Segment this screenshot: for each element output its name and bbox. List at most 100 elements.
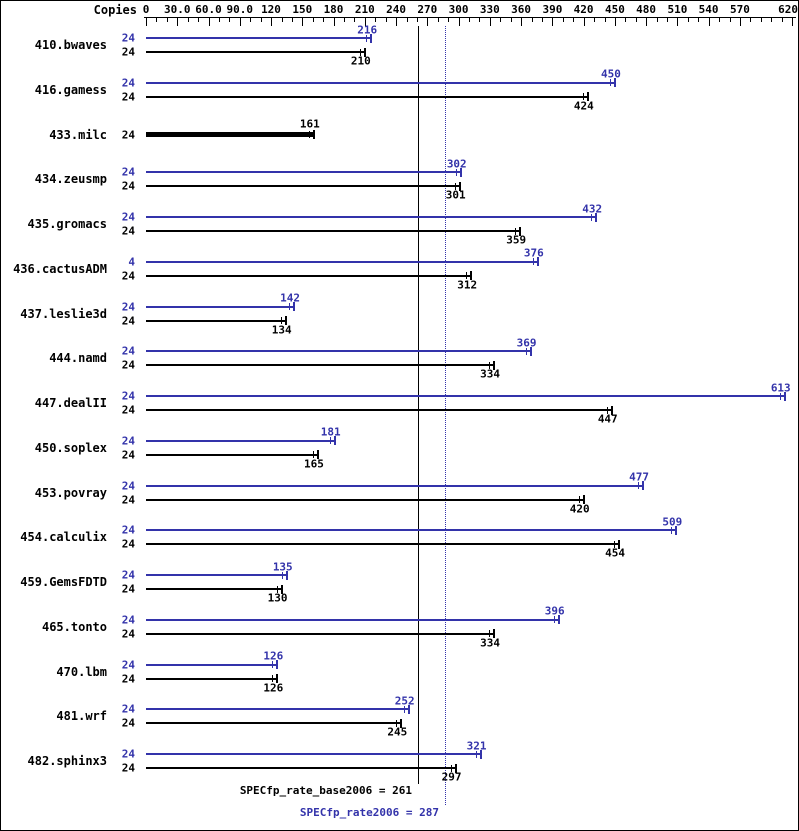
- axis-minor-tick: [667, 18, 668, 22]
- axis-major-tick: [614, 18, 616, 26]
- axis-minor-tick: [437, 18, 439, 22]
- copies-label: 24: [121, 537, 135, 551]
- axis-minor-tick: [156, 18, 158, 22]
- axis-minor-tick: [531, 18, 533, 22]
- bar-run-tick: [779, 392, 781, 400]
- axis-minor-tick: [573, 18, 575, 22]
- axis-tick-label: 90.0: [226, 3, 254, 16]
- axis-minor-tick: [604, 18, 606, 22]
- copies-label: 24: [121, 716, 135, 730]
- axis-minor-tick: [750, 18, 752, 22]
- copies-label: 24: [121, 627, 135, 641]
- bar-value-label: 376: [523, 246, 544, 260]
- base-bar: [146, 722, 402, 725]
- base-bar: [146, 319, 286, 322]
- base-mean-label: SPECfp_rate_base2006 = 261: [239, 784, 412, 797]
- bar-value-label: 126: [263, 649, 284, 663]
- axis-minor-tick: [187, 18, 189, 22]
- bar-value-label: 161: [299, 117, 320, 130]
- peak-bar: [146, 753, 481, 755]
- axis-tick-label: 300: [448, 3, 469, 16]
- bar-end-cap: [595, 212, 598, 222]
- bar-value-label: 210: [350, 54, 371, 68]
- benchmark-label: 450.soplex: [34, 440, 107, 455]
- copies-label: 24: [121, 45, 135, 59]
- axis-tick-label: 570: [729, 3, 750, 16]
- base-bar: [146, 767, 456, 769]
- bar-value-label: 302: [446, 157, 467, 171]
- bar-end-cap: [276, 660, 279, 669]
- bar-end-cap: [276, 674, 279, 683]
- benchmark-label: 459.GemsFDTD: [20, 575, 107, 589]
- base-bar: [146, 632, 494, 635]
- axis-tick-label: 120: [261, 3, 281, 16]
- bar-value-label: 432: [582, 202, 603, 215]
- bar-run-tick: [489, 361, 490, 369]
- benchmark-label: 410.bwaves: [34, 38, 107, 52]
- copies-label: 24: [121, 479, 135, 492]
- benchmark-label: 447.dealII: [34, 396, 107, 410]
- bar-run-tick: [396, 719, 398, 727]
- bar-end-cap: [557, 615, 560, 625]
- bar-value-label: 454: [605, 546, 625, 560]
- bar-value-label: 142: [280, 291, 300, 305]
- copies-label: 24: [121, 434, 135, 448]
- bar-run-tick: [312, 451, 314, 459]
- bar-run-tick: [308, 131, 310, 138]
- base-bar: [146, 185, 460, 188]
- bar-run-tick: [329, 437, 331, 445]
- peak-bar: [146, 618, 559, 621]
- base-bar: [146, 274, 472, 277]
- copies-label: 24: [121, 658, 135, 671]
- bar-run-tick: [466, 272, 468, 280]
- bar-end-cap: [293, 302, 295, 311]
- benchmark-label: 453.povray: [34, 485, 107, 500]
- copies-label: 24: [121, 344, 135, 358]
- bar-value-label: 126: [263, 681, 284, 694]
- peak-bar: [146, 260, 538, 263]
- axis-minor-tick: [260, 18, 262, 22]
- bar-end-cap: [333, 436, 336, 446]
- bar-end-cap: [312, 130, 315, 139]
- bar-end-cap: [582, 495, 585, 504]
- peak-mean-line: [445, 26, 446, 805]
- bar-value-label: 181: [320, 425, 341, 439]
- axis-minor-tick: [781, 18, 783, 22]
- axis-major-tick: [583, 18, 585, 26]
- bar-end-cap: [610, 405, 613, 415]
- peak-bar: [146, 663, 278, 666]
- axis-major-tick: [333, 18, 335, 26]
- copies-label: 24: [121, 448, 135, 462]
- bar-run-tick: [272, 661, 274, 668]
- benchmark-label: 454.calculix: [20, 530, 107, 545]
- axis-minor-tick: [312, 18, 314, 22]
- axis-line: [144, 17, 796, 18]
- axis-major-tick: [646, 18, 648, 26]
- bar-run-tick: [532, 258, 534, 266]
- bar-end-cap: [493, 629, 495, 639]
- copies-label: 24: [121, 128, 135, 141]
- axis-minor-tick: [479, 18, 481, 22]
- bar-end-cap: [613, 78, 616, 88]
- base-bar: [146, 51, 365, 53]
- bar-end-cap: [400, 718, 403, 728]
- copies-label: 24: [121, 389, 135, 403]
- bar-run-tick: [614, 540, 615, 548]
- copies-label: 24: [121, 613, 135, 627]
- axis-major-tick: [271, 18, 272, 26]
- axis-minor-tick: [500, 18, 502, 22]
- bar-run-tick: [450, 764, 452, 772]
- bar-value-label: 420: [569, 502, 590, 515]
- bar-end-cap: [470, 271, 473, 281]
- copies-label: 24: [121, 493, 135, 506]
- axis-major-tick: [792, 18, 793, 26]
- axis-minor-tick: [198, 18, 200, 22]
- copies-label: 4: [128, 255, 135, 269]
- axis-minor-tick: [635, 18, 637, 22]
- axis-tick-label: 330: [479, 3, 500, 16]
- axis-tick-label: 270: [417, 3, 438, 16]
- bar-end-cap: [407, 704, 410, 714]
- copies-label: 24: [121, 76, 135, 90]
- bar-run-tick: [489, 630, 490, 638]
- bar-end-cap: [536, 257, 539, 267]
